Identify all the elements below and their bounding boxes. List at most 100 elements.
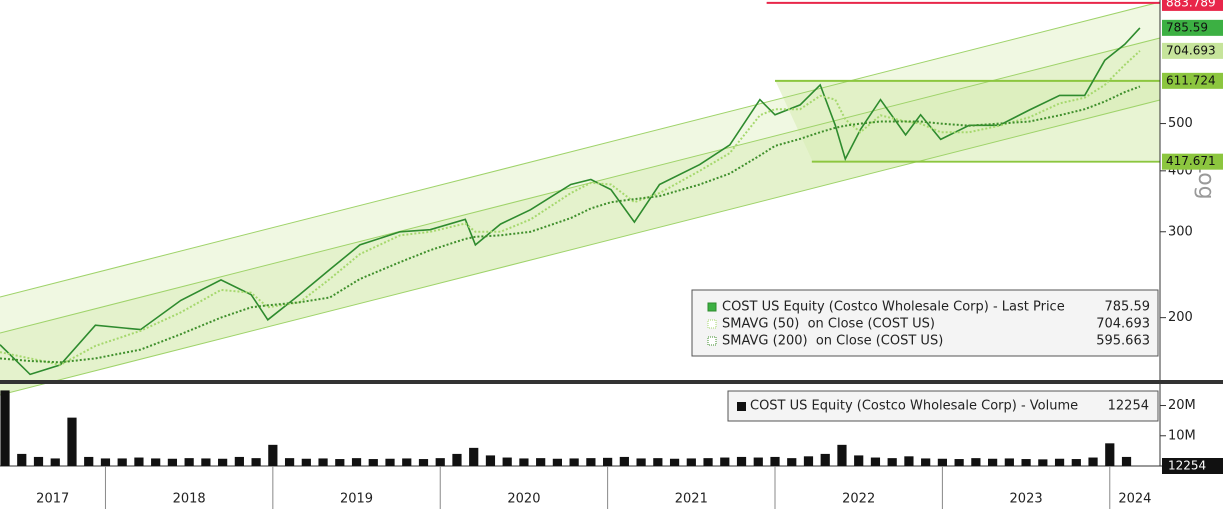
volume-bar — [686, 458, 696, 466]
volume-bar — [100, 458, 111, 466]
volume-bar — [84, 456, 94, 466]
volume-bar — [753, 457, 763, 466]
volume-bar — [134, 457, 144, 466]
x-tick-label: 2024 — [1118, 492, 1151, 507]
volume-bar — [820, 453, 830, 466]
volume-bar — [469, 447, 479, 466]
volume-bar — [452, 453, 462, 466]
volume-bar — [1071, 459, 1081, 466]
volume-bar — [720, 457, 730, 466]
price-tag — [1162, 72, 1223, 89]
volume-bar — [0, 390, 10, 466]
legend-label: COST US Equity (Costco Wholesale Corp) -… — [722, 300, 1065, 315]
legend-value: 704.693 — [1096, 317, 1150, 332]
price-tag — [1162, 153, 1223, 170]
volume-bar — [67, 417, 77, 466]
volume-bar — [854, 455, 864, 466]
volume-bar — [301, 458, 311, 466]
volume-bar — [787, 458, 797, 466]
price-tag — [1162, 42, 1223, 59]
y-tick-label: 200 — [1168, 310, 1193, 325]
legend-value: 785.59 — [1105, 300, 1151, 315]
volume-bar — [1004, 458, 1014, 466]
volume-bar — [1054, 458, 1065, 466]
volume-bar — [653, 458, 663, 466]
volume-bar — [703, 458, 713, 466]
volume-bar — [636, 458, 646, 466]
x-tick-label: 2021 — [675, 492, 708, 507]
price-tag — [1162, 0, 1223, 11]
volume-bar — [33, 456, 44, 466]
volume-legend-value: 12254 — [1108, 399, 1149, 414]
legend-swatch — [707, 336, 717, 346]
volume-bar — [284, 458, 295, 466]
volume-bar — [418, 459, 429, 466]
volume-bar — [904, 456, 914, 466]
x-tick-label: 2019 — [340, 492, 373, 507]
volume-bar — [736, 456, 747, 466]
volume-legend-swatch — [737, 402, 746, 411]
volume-legend-box — [727, 390, 1159, 422]
volume-bar — [603, 457, 613, 466]
x-tick-label: 2017 — [36, 492, 69, 507]
legend-value: 595.663 — [1096, 334, 1150, 349]
volume-bar — [536, 458, 546, 466]
volume-bar — [435, 458, 445, 466]
x-tick-label: 2020 — [507, 492, 540, 507]
volume-bar — [201, 458, 211, 466]
volume-tag — [1162, 458, 1223, 474]
volume-bar — [17, 453, 27, 466]
volume-bar — [234, 456, 244, 466]
price-tag-label: 785.59 — [1166, 20, 1208, 34]
volume-bar — [318, 458, 328, 466]
volume-bar — [887, 458, 897, 466]
volume-tick-label: 20M — [1168, 398, 1196, 413]
volume-bar — [485, 455, 496, 466]
volume-bar — [402, 458, 412, 466]
volume-bar — [502, 457, 512, 466]
volume-bar — [351, 458, 362, 466]
volume-bar — [251, 458, 261, 466]
volume-bar — [669, 458, 680, 466]
price-tag-label: 417.671 — [1166, 154, 1216, 168]
volume-bar — [519, 458, 529, 466]
volume-bar — [117, 458, 127, 466]
x-tick-label: 2018 — [173, 492, 206, 507]
y-tick-label: 300 — [1168, 224, 1193, 239]
volume-legend-label: COST US Equity (Costco Wholesale Corp) -… — [750, 399, 1078, 414]
volume-bar — [1121, 456, 1132, 466]
volume-bar — [151, 458, 161, 466]
legend-swatch — [707, 302, 717, 312]
price-tag — [1162, 19, 1223, 36]
volume-bar — [870, 457, 881, 466]
volume-bar — [268, 444, 278, 466]
volume-bar — [1021, 459, 1031, 466]
volume-bar — [586, 458, 596, 466]
volume-bar — [954, 459, 964, 466]
volume-bar — [770, 456, 780, 466]
volume-bar — [1038, 459, 1048, 466]
volume-bar — [803, 456, 814, 466]
volume-bar — [218, 458, 228, 466]
plot-layer — [0, 1, 1160, 376]
x-tick-label: 2023 — [1010, 492, 1043, 507]
volume-bar — [184, 458, 194, 466]
price-tag-label: 704.693 — [1166, 43, 1216, 57]
x-tick-label: 2022 — [842, 492, 875, 507]
legend-swatch — [707, 319, 717, 329]
volume-bar — [335, 459, 345, 466]
volume-bar — [988, 458, 998, 466]
channel-upper — [0, 1, 1161, 298]
price-tag-label: 883.789 — [1166, 0, 1216, 9]
volume-bar — [971, 458, 981, 466]
volume-bar — [837, 444, 847, 466]
price-tag-label: 611.724 — [1166, 73, 1216, 87]
y-tick-label: 500 — [1168, 116, 1193, 131]
series-line — [0, 27, 1141, 376]
volume-bar — [50, 458, 60, 466]
volume-tag-label: 12254 — [1168, 459, 1206, 473]
legend-box — [691, 289, 1159, 357]
volume-bar — [385, 458, 395, 466]
legend-label: SMAVG (200) on Close (COST US) — [722, 334, 943, 349]
